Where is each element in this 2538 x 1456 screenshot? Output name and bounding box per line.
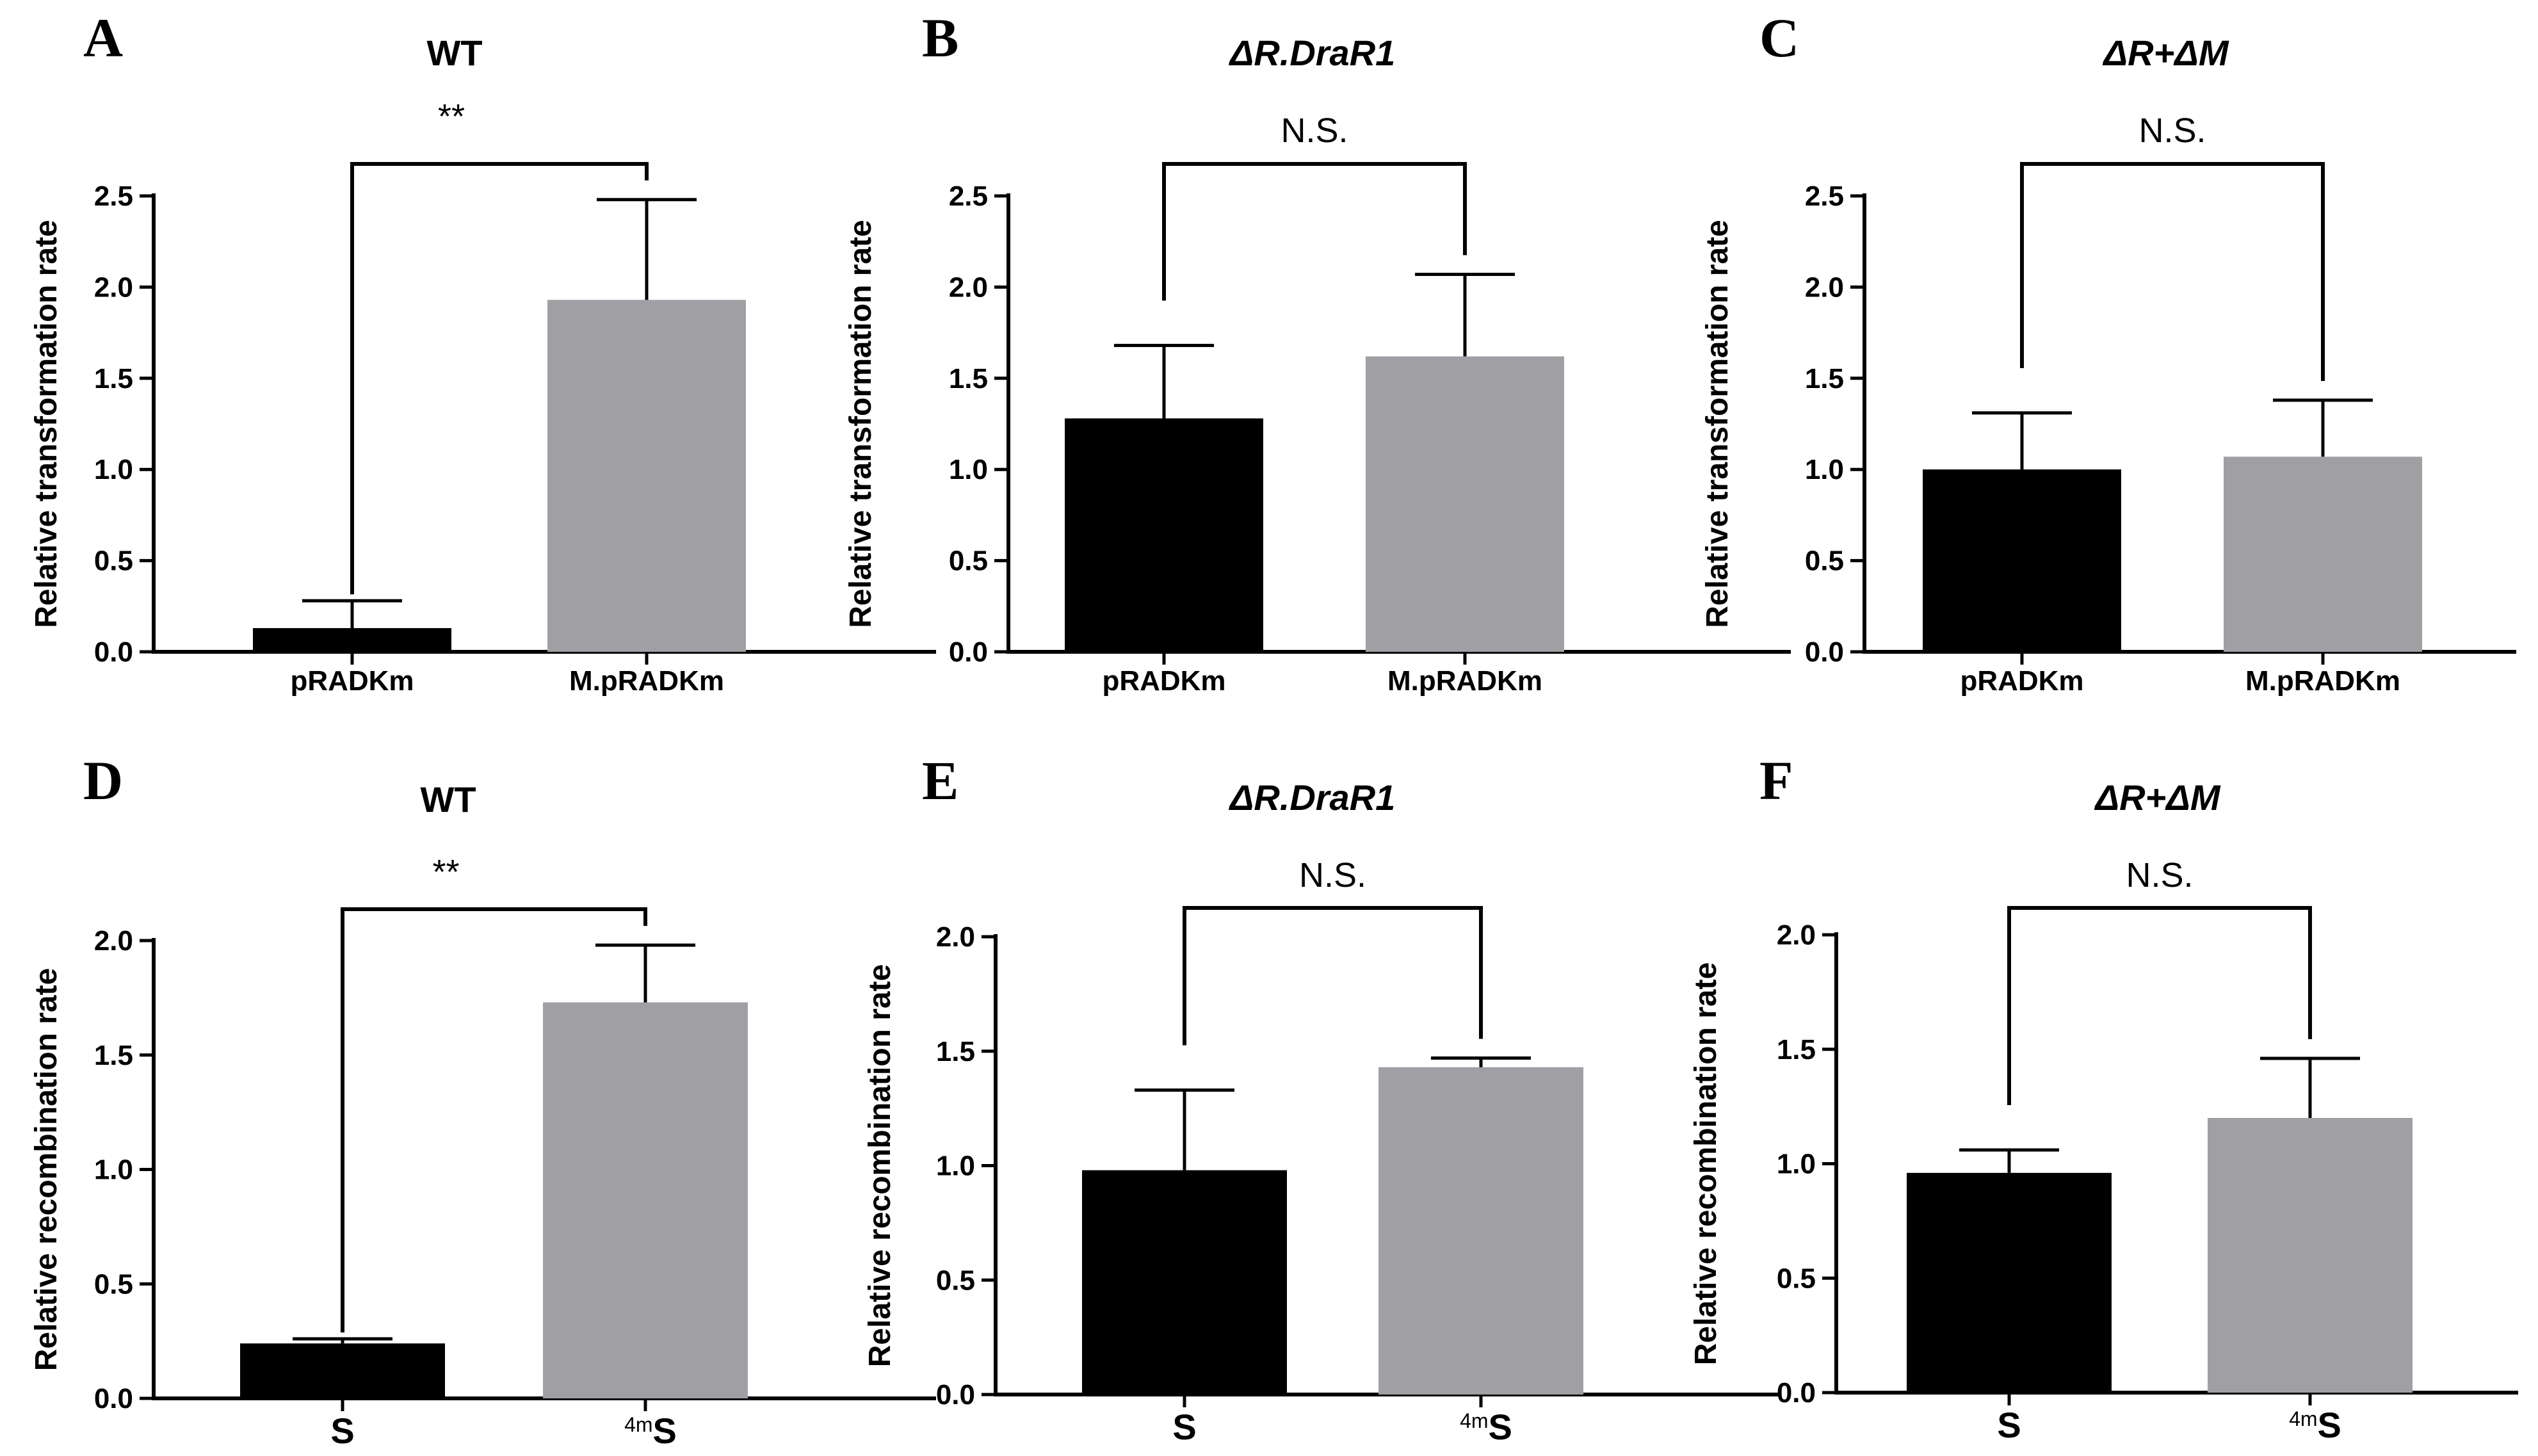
y-tick-label: 1.0 [94, 1154, 133, 1186]
y-tick-label: 2.0 [1777, 919, 1816, 951]
y-tick-label: 1.0 [94, 454, 133, 485]
x-category-label: M.pRADKm [2245, 665, 2400, 697]
chart-panel-c: C ΔR+ΔM Relative transformation rate 0.0 0.5… [1701, 7, 2516, 697]
y-axis-label: Relative transformation rate [29, 220, 63, 628]
bar-1 [1907, 1172, 2112, 1393]
chart-panel-b: B ΔR.DraR1 Relative transformation rate 0.0… [844, 7, 1791, 697]
significance-bracket [2007, 906, 2312, 1106]
bar-2 [2208, 1118, 2413, 1393]
significance-label: ** [432, 853, 459, 891]
y-tick-label: 2.0 [936, 921, 975, 953]
y-tick-label: 0.0 [936, 1379, 975, 1411]
significance-bracket [341, 907, 647, 1333]
x-category-label: pRADKm [290, 665, 414, 697]
y-tick-label: 1.5 [94, 1040, 133, 1071]
chart-title: WT [426, 33, 482, 73]
chart-title: ΔR+ΔM [2094, 777, 2221, 818]
y-tick-label: 0.5 [949, 546, 988, 577]
bar-2 [2224, 457, 2422, 652]
bar-2 [1366, 356, 1564, 652]
bar-1 [1082, 1170, 1287, 1395]
significance-bracket [1162, 162, 1467, 301]
significance-bracket [1183, 906, 1483, 1046]
panel-letter: F [1759, 750, 1793, 811]
y-tick-label: 1.0 [1777, 1149, 1816, 1180]
y-tick-label: 0.0 [949, 636, 988, 668]
significance-bracket [350, 162, 649, 595]
y-tick-label: 2.0 [949, 271, 988, 303]
y-tick-label: 0.0 [1805, 636, 1844, 668]
chart-title: ΔR+ΔM [2103, 33, 2229, 73]
x-category-label: 4mS [2289, 1405, 2341, 1445]
significance-label: N.S. [2126, 856, 2193, 894]
chart-panel-a: A WT Relative transformation rate 0.0 0.5 1.0… [29, 7, 936, 697]
y-axis-label: Relative transformation rate [844, 220, 878, 628]
y-tick-label: 1.0 [1805, 454, 1844, 485]
y-tick-label: 1.5 [949, 363, 988, 394]
significance-label: ** [438, 97, 465, 136]
bar-2 [547, 300, 746, 652]
y-tick-label: 1.0 [949, 454, 988, 485]
y-tick-label: 2.5 [1805, 181, 1844, 212]
y-tick-label: 1.5 [94, 363, 133, 394]
y-tick-label: 2.0 [1805, 271, 1844, 303]
x-category-label: pRADKm [1102, 665, 1225, 697]
bar-1 [240, 1343, 445, 1398]
bar-1 [1065, 418, 1263, 652]
y-tick-label: 2.5 [94, 181, 133, 212]
chart-title: ΔR.DraR1 [1229, 33, 1396, 73]
y-tick-label: 0.5 [94, 1268, 133, 1300]
y-tick-label: 0.0 [94, 1383, 133, 1414]
x-category-label: S [1997, 1405, 2021, 1445]
y-axis-label: Relative recombination rate [1689, 962, 1723, 1366]
y-tick-label: 1.5 [1805, 363, 1844, 394]
y-tick-label: 0.5 [1805, 546, 1844, 577]
x-category-label: 4mS [1460, 1407, 1512, 1447]
y-axis-label: Relative recombination rate [863, 964, 897, 1368]
x-category-label: M.pRADKm [1387, 665, 1542, 697]
x-category-label: M.pRADKm [569, 665, 724, 697]
panel-letter: C [1759, 7, 1799, 69]
y-tick-label: 0.0 [1777, 1377, 1816, 1409]
y-tick-label: 2.0 [94, 925, 133, 957]
y-tick-label: 1.5 [1777, 1034, 1816, 1065]
y-tick-label: 2.5 [949, 181, 988, 212]
significance-label: N.S. [1299, 856, 1366, 894]
y-tick-label: 0.5 [936, 1265, 975, 1296]
x-category-label: pRADKm [1960, 665, 2083, 697]
chart-panel-d: D WT Relative recombination rate 0.0 0.5 1.0 1… [29, 750, 936, 1451]
bar-2 [543, 1002, 748, 1398]
y-tick-label: 2.0 [94, 271, 133, 303]
x-category-label: 4mS [624, 1411, 677, 1451]
y-axis-label: Relative transformation rate [1701, 220, 1734, 628]
y-tick-label: 1.0 [936, 1151, 975, 1182]
x-category-label: S [330, 1411, 354, 1451]
y-tick-label: 1.5 [936, 1036, 975, 1067]
y-tick-label: 0.5 [94, 546, 133, 577]
x-category-label: S [1172, 1407, 1196, 1447]
panel-letter: D [83, 750, 123, 811]
chart-panel-e: E ΔR.DraR1 Relative recombination rate 0.0 0… [863, 750, 1778, 1447]
bar-1 [1923, 469, 2121, 652]
significance-bracket [2020, 162, 2325, 381]
y-tick-label: 0.5 [1777, 1263, 1816, 1294]
bar-1 [253, 627, 451, 652]
panel-letter: B [922, 7, 958, 69]
y-tick-label: 0.0 [94, 636, 133, 668]
chart-title: ΔR.DraR1 [1229, 777, 1396, 818]
chart-panel-f: F ΔR+ΔM Relative recombination rate 0.0 0.5 1… [1689, 750, 2518, 1445]
significance-label: N.S. [1281, 111, 1348, 150]
significance-label: N.S. [2138, 111, 2206, 150]
panel-letter: A [83, 7, 123, 69]
chart-title: WT [420, 779, 476, 820]
panel-letter: E [922, 750, 958, 811]
bar-2 [1378, 1067, 1583, 1395]
y-axis-label: Relative recombination rate [29, 968, 63, 1371]
